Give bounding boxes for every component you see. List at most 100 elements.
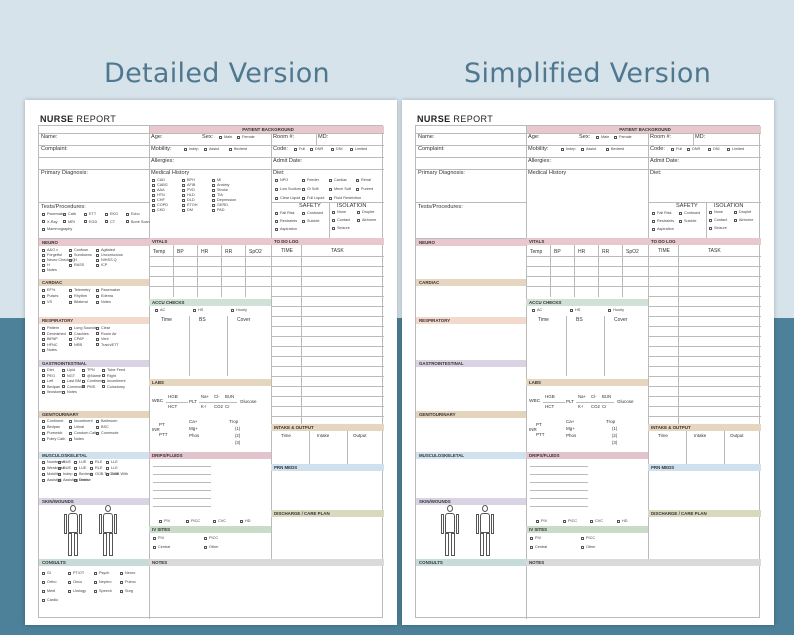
checkbox[interactable] xyxy=(96,300,99,304)
checkbox[interactable] xyxy=(679,219,682,223)
checkbox[interactable] xyxy=(96,288,99,292)
checkbox[interactable] xyxy=(58,460,61,464)
checkbox[interactable] xyxy=(82,385,85,388)
checkbox[interactable] xyxy=(581,147,584,151)
checkbox[interactable] xyxy=(357,210,360,214)
checkbox[interactable] xyxy=(96,425,99,429)
checkbox[interactable] xyxy=(679,211,682,215)
checkbox[interactable] xyxy=(84,220,87,223)
checkbox[interactable] xyxy=(42,300,45,304)
checkbox[interactable] xyxy=(532,308,535,312)
checkbox[interactable] xyxy=(42,385,45,388)
checkbox[interactable] xyxy=(102,374,105,377)
checkbox[interactable] xyxy=(332,210,335,214)
checkbox[interactable] xyxy=(275,227,278,231)
checkbox[interactable] xyxy=(709,226,712,230)
checkbox[interactable] xyxy=(240,519,243,523)
checkbox[interactable] xyxy=(652,227,655,231)
checkbox[interactable] xyxy=(671,147,674,151)
checkbox[interactable] xyxy=(356,178,359,182)
checkbox[interactable] xyxy=(106,472,109,476)
checkbox[interactable] xyxy=(96,332,99,335)
checkbox[interactable] xyxy=(204,536,207,540)
checkbox[interactable] xyxy=(58,478,61,482)
checkbox[interactable] xyxy=(69,253,72,257)
checkbox[interactable] xyxy=(687,147,690,151)
checkbox[interactable] xyxy=(152,203,155,207)
checkbox[interactable] xyxy=(96,263,99,267)
checkbox[interactable] xyxy=(213,519,216,523)
checkbox[interactable] xyxy=(182,198,185,202)
checkbox[interactable] xyxy=(152,188,155,192)
checkbox[interactable] xyxy=(581,536,584,540)
checkbox[interactable] xyxy=(42,332,45,335)
checkbox[interactable] xyxy=(62,368,65,372)
checkbox[interactable] xyxy=(530,545,533,549)
checkbox[interactable] xyxy=(329,187,332,191)
checkbox[interactable] xyxy=(302,196,305,200)
checkbox[interactable] xyxy=(102,368,105,372)
checkbox[interactable] xyxy=(68,571,71,575)
checkbox[interactable] xyxy=(126,220,129,223)
checkbox[interactable] xyxy=(159,519,162,523)
checkbox[interactable] xyxy=(186,519,189,523)
checkbox[interactable] xyxy=(350,147,353,151)
checkbox[interactable] xyxy=(69,332,72,335)
checkbox[interactable] xyxy=(42,368,45,372)
checkbox[interactable] xyxy=(561,147,564,151)
checkbox[interactable] xyxy=(153,536,156,540)
checkbox[interactable] xyxy=(332,226,335,230)
checkbox[interactable] xyxy=(329,178,332,182)
checkbox[interactable] xyxy=(96,258,99,262)
checkbox[interactable] xyxy=(302,178,305,182)
checkbox[interactable] xyxy=(42,478,45,482)
checkbox[interactable] xyxy=(69,263,72,267)
checkbox[interactable] xyxy=(42,589,45,593)
checkbox[interactable] xyxy=(182,193,185,197)
checkbox[interactable] xyxy=(42,466,45,470)
checkbox[interactable] xyxy=(734,210,737,214)
checkbox[interactable] xyxy=(153,545,156,549)
checkbox[interactable] xyxy=(152,198,155,202)
checkbox[interactable] xyxy=(96,343,99,346)
checkbox[interactable] xyxy=(42,437,45,441)
checkbox[interactable] xyxy=(96,248,99,252)
checkbox[interactable] xyxy=(42,343,45,346)
checkbox[interactable] xyxy=(212,183,215,187)
checkbox[interactable] xyxy=(42,288,45,292)
checkbox[interactable] xyxy=(42,425,45,429)
checkbox[interactable] xyxy=(69,294,72,298)
checkbox[interactable] xyxy=(302,187,305,191)
checkbox[interactable] xyxy=(90,466,93,470)
checkbox[interactable] xyxy=(42,248,45,252)
checkbox[interactable] xyxy=(155,308,158,312)
checkbox[interactable] xyxy=(204,147,207,151)
checkbox[interactable] xyxy=(212,188,215,192)
checkbox[interactable] xyxy=(106,460,109,464)
checkbox[interactable] xyxy=(82,379,85,383)
checkbox[interactable] xyxy=(96,253,99,257)
checkbox[interactable] xyxy=(275,211,278,215)
checkbox[interactable] xyxy=(193,308,196,312)
checkbox[interactable] xyxy=(42,253,45,257)
checkbox[interactable] xyxy=(212,208,215,212)
checkbox[interactable] xyxy=(152,193,155,197)
checkbox[interactable] xyxy=(212,198,215,202)
checkbox[interactable] xyxy=(105,220,108,223)
checkbox[interactable] xyxy=(42,263,45,267)
checkbox[interactable] xyxy=(614,135,617,139)
checkbox[interactable] xyxy=(63,212,66,216)
checkbox[interactable] xyxy=(709,210,712,214)
checkbox[interactable] xyxy=(84,212,87,216)
checkbox[interactable] xyxy=(275,178,278,182)
checkbox[interactable] xyxy=(237,135,240,139)
checkbox[interactable] xyxy=(212,203,215,207)
checkbox[interactable] xyxy=(69,337,72,341)
checkbox[interactable] xyxy=(332,218,335,222)
checkbox[interactable] xyxy=(42,571,45,575)
checkbox[interactable] xyxy=(105,212,108,216)
checkbox[interactable] xyxy=(212,178,215,182)
checkbox[interactable] xyxy=(590,519,593,523)
checkbox[interactable] xyxy=(42,598,45,602)
checkbox[interactable] xyxy=(74,460,77,464)
